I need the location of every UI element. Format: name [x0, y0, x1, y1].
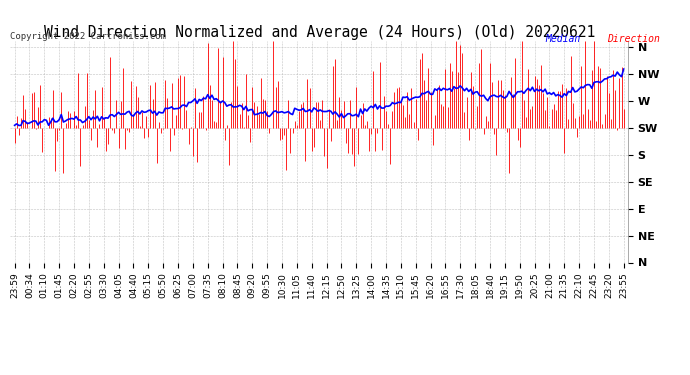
Text: Copyright 2022 Cartronics.com: Copyright 2022 Cartronics.com — [10, 32, 166, 41]
Title: Wind Direction Normalized and Average (24 Hours) (Old) 20220621: Wind Direction Normalized and Average (2… — [43, 25, 595, 40]
Text: Median: Median — [545, 34, 580, 44]
Text: Direction: Direction — [607, 34, 660, 44]
